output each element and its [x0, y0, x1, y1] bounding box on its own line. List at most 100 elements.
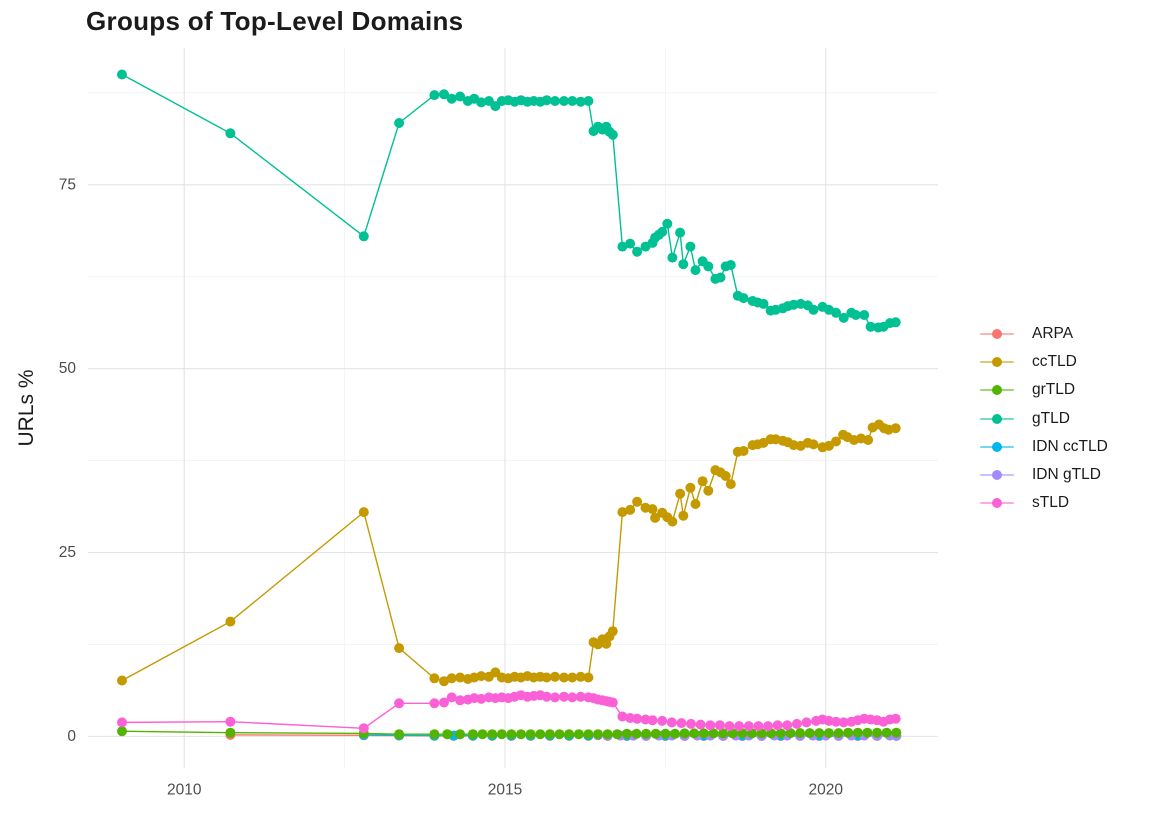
data-point-grTLD — [641, 728, 652, 739]
data-point-grTLD — [670, 728, 680, 739]
y-tick-label: 75 — [59, 176, 76, 193]
data-point-sTLD — [567, 692, 578, 703]
data-point-sTLD — [358, 723, 369, 734]
data-point-ccTLD — [831, 436, 841, 447]
data-point-grTLD — [775, 728, 786, 739]
data-point-grTLD — [881, 727, 892, 738]
data-point-sTLD — [439, 697, 449, 708]
data-point-gTLD — [675, 227, 686, 238]
data-point-gTLD — [678, 259, 689, 270]
data-point-sTLD — [743, 721, 754, 732]
data-point-ccTLD — [863, 435, 874, 445]
data-point-ccTLD — [720, 471, 731, 481]
data-point-grTLD — [679, 728, 690, 739]
data-point-sTLD — [541, 691, 552, 702]
data-point-sTLD — [632, 713, 643, 724]
x-tick-label: 2015 — [488, 782, 522, 799]
data-point-grTLD — [487, 729, 498, 740]
data-point-ccTLD — [607, 626, 618, 637]
data-point-sTLD — [455, 695, 466, 706]
x-tick-label: 2010 — [167, 782, 202, 799]
data-point-gTLD — [667, 252, 678, 263]
data-point-sTLD — [801, 717, 812, 728]
data-point-sTLD — [890, 713, 901, 724]
data-point-sTLD — [695, 719, 706, 730]
data-point-gTLD — [455, 91, 466, 102]
legend-item-ccTLD: ccTLD — [980, 348, 1108, 376]
data-point-sTLD — [550, 692, 560, 703]
data-point-sTLD — [225, 716, 236, 727]
data-point-grTLD — [117, 726, 127, 737]
data-point-grTLD — [621, 728, 632, 739]
data-point-gTLD — [559, 96, 569, 106]
data-point-ccTLD — [725, 479, 736, 490]
data-point-ccTLD — [685, 482, 696, 493]
data-point-gTLD — [685, 241, 696, 252]
data-point-grTLD — [814, 728, 825, 739]
data-point-gTLD — [865, 321, 876, 332]
data-point-ccTLD — [476, 671, 487, 682]
data-point-grTLD — [516, 729, 526, 740]
data-point-gTLD — [690, 265, 701, 276]
data-point-ccTLD — [358, 507, 369, 518]
data-point-grTLD — [689, 728, 700, 739]
data-point-gTLD — [439, 89, 449, 100]
legend-key-icon — [980, 356, 1014, 368]
data-point-sTLD — [676, 718, 687, 729]
data-point-sTLD — [647, 715, 658, 726]
data-point-sTLD — [734, 721, 745, 732]
legend-label: sTLD — [1032, 494, 1070, 512]
data-point-gTLD — [358, 231, 369, 242]
data-point-sTLD — [117, 717, 127, 728]
data-point-gTLD — [583, 96, 594, 106]
y-tick-label: 25 — [59, 544, 76, 561]
data-point-sTLD — [831, 716, 841, 727]
data-point-gTLD — [725, 260, 736, 270]
legend-label: grTLD — [1032, 381, 1076, 399]
data-point-ccTLD — [650, 512, 661, 523]
data-point-ccTLD — [446, 673, 457, 684]
data-point-ccTLD — [703, 485, 714, 496]
legend-key-icon — [980, 497, 1014, 509]
data-point-grTLD — [564, 729, 575, 740]
data-point-grTLD — [872, 727, 883, 738]
data-point-grTLD — [785, 728, 796, 739]
data-point-grTLD — [225, 727, 236, 738]
data-point-gTLD — [715, 272, 726, 283]
data-point-grTLD — [852, 727, 863, 738]
data-point-sTLD — [763, 721, 773, 732]
data-point-grTLD — [708, 728, 719, 739]
data-point-grTLD — [506, 729, 517, 740]
data-point-ccTLD — [550, 671, 560, 682]
data-point-grTLD — [862, 727, 873, 738]
data-point-grTLD — [650, 728, 661, 739]
data-point-gTLD — [808, 304, 819, 315]
legend-item-IDN-ccTLD: IDN ccTLD — [980, 433, 1108, 461]
data-point-gTLD — [662, 218, 673, 229]
data-point-ccTLD — [394, 643, 405, 654]
data-point-sTLD — [575, 691, 586, 702]
data-point-grTLD — [631, 728, 642, 739]
data-point-sTLD — [559, 691, 569, 702]
data-point-gTLD — [859, 310, 870, 320]
data-point-gTLD — [567, 96, 578, 106]
data-point-sTLD — [705, 720, 716, 731]
data-point-grTLD — [544, 729, 555, 740]
chart-title: Groups of Top-Level Domains — [86, 6, 464, 36]
data-point-grTLD — [602, 729, 613, 740]
data-point-ccTLD — [455, 672, 466, 683]
data-point-gTLD — [758, 298, 769, 309]
data-point-gTLD — [394, 118, 405, 128]
data-point-ccTLD — [117, 675, 127, 686]
data-point-grTLD — [843, 727, 854, 738]
legend-item-sTLD: sTLD — [980, 489, 1108, 517]
data-point-ccTLD — [575, 671, 586, 682]
data-point-grTLD — [442, 729, 453, 740]
data-point-grTLD — [525, 729, 536, 740]
data-point-sTLD — [782, 720, 793, 731]
data-point-sTLD — [714, 720, 725, 731]
data-point-grTLD — [698, 728, 709, 739]
data-point-sTLD — [772, 720, 783, 731]
legend-key-icon — [980, 413, 1014, 425]
